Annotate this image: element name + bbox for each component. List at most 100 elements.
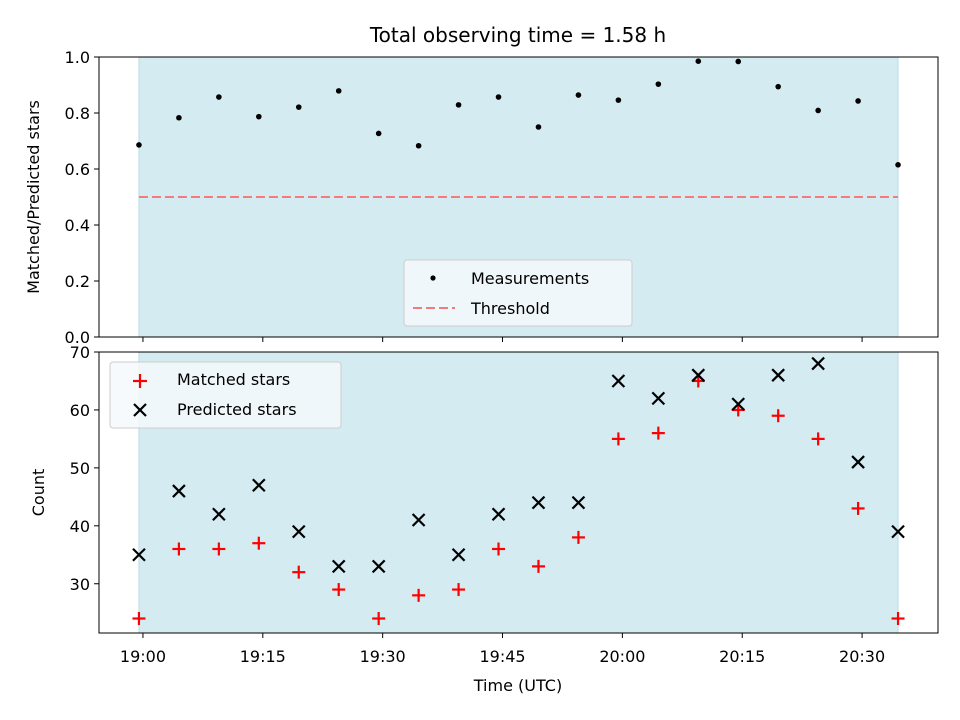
y-tick-label: 1.0 <box>65 48 90 67</box>
predicted-star-point <box>691 368 706 382</box>
top-y-axis-label: Matched/Predicted stars <box>24 100 43 294</box>
predicted-star-point <box>851 455 865 469</box>
predicted-star-point <box>212 507 226 522</box>
legend-measurement-marker <box>430 275 436 281</box>
matched-star-point <box>132 612 146 626</box>
matched-star-point <box>811 432 825 446</box>
matched-star-point <box>452 583 466 597</box>
y-tick-label: 0.8 <box>65 104 90 123</box>
bottom-panel: 30 40 50 60 70 19:00 19:15 19:30 19:45 20:00 20:1… <box>29 343 939 695</box>
x-tick-label: 19:45 <box>479 647 525 666</box>
predicted-star-point <box>611 374 626 388</box>
measurement-point <box>615 97 622 103</box>
x-axis-label: Time (UTC) <box>473 676 562 695</box>
measurement-point <box>335 88 342 94</box>
legend-matched-label: Matched stars <box>177 370 290 389</box>
measurement-point <box>575 92 582 98</box>
x-tick-label: 19:15 <box>240 647 286 666</box>
x-tick-label: 19:30 <box>360 647 406 666</box>
y-tick-label: 0.0 <box>65 328 90 347</box>
predicted-star-point <box>331 559 346 574</box>
measurement-point <box>295 104 302 110</box>
chart-title: Total observing time = 1.58 h <box>369 23 666 47</box>
matched-star-point <box>611 432 625 446</box>
y-tick-label: 0.2 <box>65 272 90 291</box>
measurement-point <box>855 98 861 104</box>
bottom-legend-box <box>109 361 342 429</box>
matched-star-point <box>172 542 186 556</box>
measurement-point <box>695 58 702 64</box>
bottom-legend: Matched stars Predicted stars <box>109 361 342 429</box>
measurement-point <box>176 114 182 121</box>
measurement-point <box>815 107 821 114</box>
y-tick-label: 30 <box>70 575 90 594</box>
bottom-x-ticks: 19:00 19:15 19:30 19:45 20:00 20:15 20:30 <box>120 633 885 666</box>
measurement-points <box>136 58 901 168</box>
measurement-point <box>775 83 781 90</box>
measurement-point <box>415 142 422 149</box>
matched-star-point <box>252 536 266 550</box>
matched-star-point <box>651 426 665 440</box>
measurement-point <box>455 102 462 108</box>
bottom-axes-frame <box>98 351 939 634</box>
y-tick-label: 40 <box>70 517 90 536</box>
matched-star-point <box>531 559 545 573</box>
measurement-point <box>256 113 262 120</box>
matched-star-point <box>851 501 865 515</box>
count-points <box>132 356 905 626</box>
measurement-point <box>216 94 222 100</box>
predicted-star-point <box>771 368 785 382</box>
top-legend: Measurements Threshold <box>403 259 633 327</box>
x-tick-label: 20:00 <box>599 647 645 666</box>
predicted-star-point <box>132 548 146 562</box>
measurement-point <box>655 81 662 87</box>
legend-predicted-label: Predicted stars <box>177 400 297 419</box>
top-y-ticks: 0.0 0.2 0.4 0.6 0.8 1.0 <box>65 48 99 347</box>
matched-star-point <box>891 612 905 626</box>
predicted-star-point <box>891 524 905 539</box>
legend-measurements-label: Measurements <box>471 269 589 288</box>
bottom-y-axis-label: Count <box>29 469 48 517</box>
measurement-point <box>735 58 742 65</box>
predicted-star-point <box>451 548 466 562</box>
y-tick-label: 60 <box>70 401 90 420</box>
measurement-point <box>895 162 901 168</box>
matched-star-point <box>332 583 346 597</box>
predicted-star-point <box>731 397 746 411</box>
top-legend-box <box>403 259 633 327</box>
predicted-star-point <box>252 478 266 493</box>
measurement-point <box>495 94 502 100</box>
top-x-ticks <box>142 337 863 342</box>
predicted-star-point <box>491 507 506 522</box>
matched-star-point <box>571 530 585 544</box>
matched-star-point <box>372 612 386 626</box>
predicted-star-point <box>172 484 186 498</box>
y-tick-label: 70 <box>70 343 90 362</box>
predicted-star-point <box>291 524 306 539</box>
legend-predicted-marker <box>133 403 147 417</box>
measurement-point <box>136 142 142 148</box>
predicted-star-point <box>811 356 825 371</box>
predicted-star-point <box>531 495 546 510</box>
top-panel: 0.0 0.2 0.4 0.6 0.8 1.0 Matched/Predicted sta… <box>24 48 939 347</box>
x-tick-label: 20:30 <box>839 647 885 666</box>
y-tick-label: 0.6 <box>65 160 90 179</box>
matched-star-point <box>492 542 506 556</box>
matched-star-point <box>771 409 785 423</box>
y-tick-label: 0.4 <box>65 216 90 235</box>
x-tick-label: 19:00 <box>120 647 166 666</box>
matched-star-point <box>412 588 426 602</box>
predicted-star-point <box>571 495 586 510</box>
measurement-point <box>375 130 382 137</box>
legend-matched-marker <box>133 374 147 388</box>
y-tick-label: 50 <box>70 459 90 478</box>
bottom-y-ticks: 30 40 50 60 70 <box>70 343 99 594</box>
matched-star-point <box>292 565 306 579</box>
legend-threshold-label: Threshold <box>470 299 550 318</box>
predicted-star-point <box>371 559 386 574</box>
predicted-star-point <box>411 513 426 527</box>
top-axes-frame <box>98 56 939 338</box>
predicted-star-point <box>651 391 666 406</box>
matched-star-point <box>212 542 226 556</box>
